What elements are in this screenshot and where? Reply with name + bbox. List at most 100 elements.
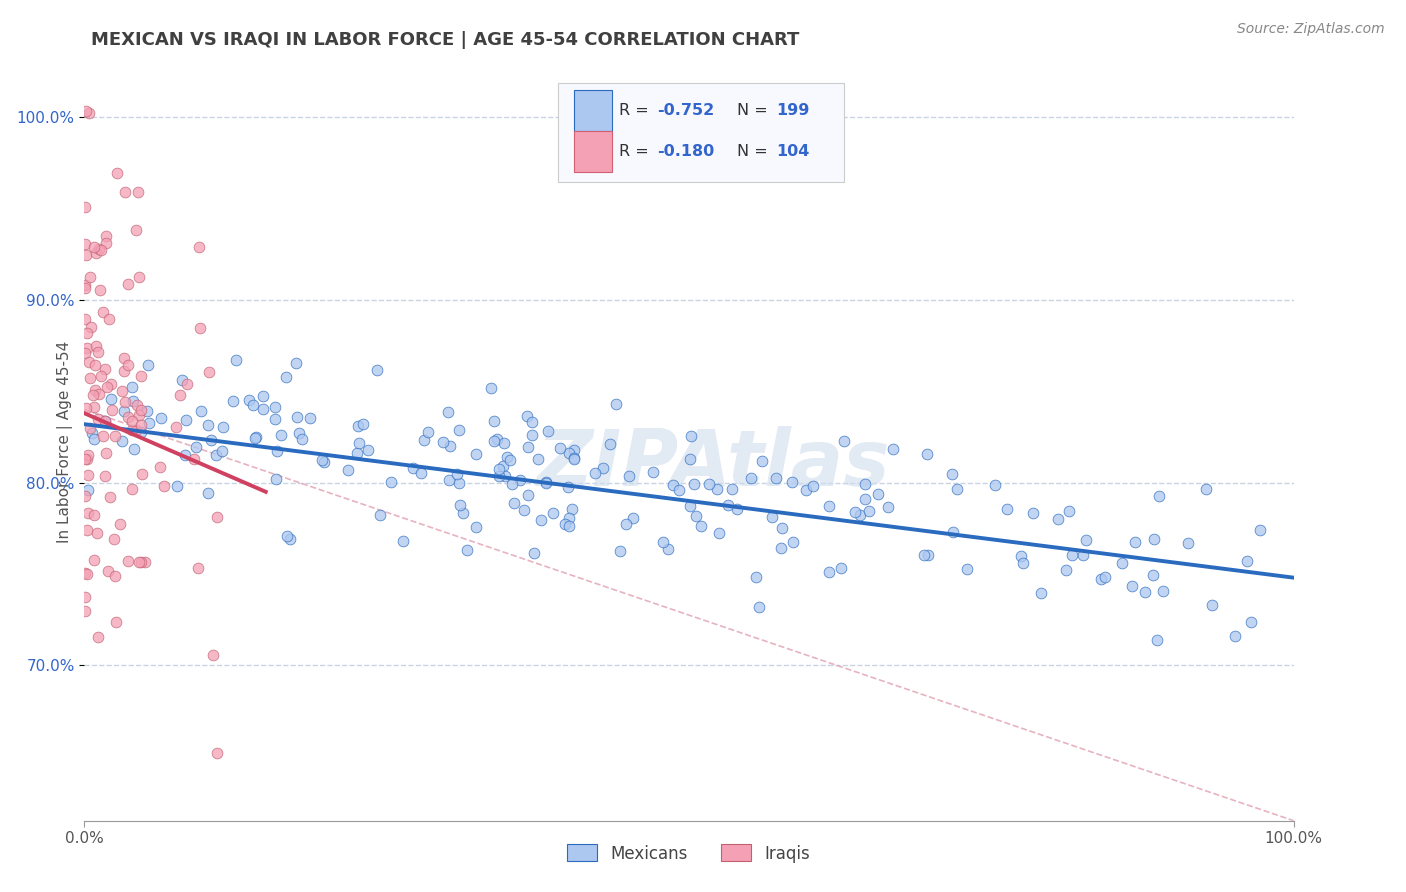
Point — [453, 506, 475, 520]
Y-axis label: In Labor Force | Age 45-54: In Labor Force | Age 45-54 — [58, 341, 73, 542]
Point — [76, 567, 98, 582]
Point — [94, 414, 117, 428]
Point — [561, 501, 583, 516]
Point — [1195, 482, 1218, 496]
Point — [201, 648, 224, 662]
Point — [609, 544, 631, 558]
Point — [558, 445, 581, 459]
Point — [657, 541, 679, 556]
Point — [76, 451, 98, 466]
Point — [104, 569, 127, 583]
Point — [128, 555, 150, 569]
Point — [1071, 548, 1094, 562]
Point — [721, 482, 744, 496]
Point — [76, 326, 98, 340]
Point — [77, 354, 100, 368]
Point — [447, 476, 470, 491]
Point — [494, 436, 516, 450]
Point — [942, 525, 965, 540]
Point — [84, 246, 107, 260]
Point — [90, 243, 112, 257]
Point — [117, 409, 139, 424]
Point — [242, 398, 264, 412]
Point — [1046, 511, 1069, 525]
Point — [495, 469, 517, 483]
Point — [186, 441, 208, 455]
Point — [501, 477, 523, 491]
Point — [486, 432, 509, 446]
Text: ZIPAtlas: ZIPAtlas — [536, 426, 890, 502]
Point — [621, 510, 644, 524]
Point — [465, 447, 488, 461]
Point — [564, 442, 586, 457]
Point — [941, 467, 963, 482]
Point — [76, 448, 98, 462]
Point — [264, 400, 287, 414]
Point — [912, 549, 935, 563]
Point — [112, 351, 135, 365]
Point — [77, 468, 100, 483]
Point — [76, 483, 98, 498]
Point — [103, 532, 125, 546]
Point — [1054, 563, 1077, 577]
Point — [769, 541, 792, 555]
Point — [94, 414, 117, 428]
Point — [446, 467, 468, 482]
Point — [534, 475, 557, 490]
Point — [89, 242, 111, 256]
Point — [562, 452, 585, 467]
Point — [183, 452, 205, 467]
Point — [270, 428, 292, 442]
Point — [437, 405, 460, 419]
Point — [830, 561, 852, 575]
Point — [298, 411, 321, 425]
Point — [82, 388, 104, 402]
Text: Source: ZipAtlas.com: Source: ZipAtlas.com — [1237, 22, 1385, 37]
Point — [439, 439, 461, 453]
Point — [402, 460, 425, 475]
Point — [541, 506, 564, 520]
Point — [817, 499, 839, 513]
Point — [614, 517, 637, 532]
Point — [90, 369, 112, 384]
Point — [207, 510, 229, 524]
Point — [121, 393, 143, 408]
Point — [748, 599, 770, 614]
Point — [117, 358, 139, 372]
Point — [479, 381, 502, 395]
Point — [740, 471, 762, 485]
Point — [380, 475, 402, 489]
Point — [765, 470, 787, 484]
Point — [311, 453, 333, 467]
Point — [915, 447, 938, 461]
Point — [188, 320, 211, 334]
Point — [1029, 585, 1052, 599]
Point — [114, 395, 136, 409]
Point — [368, 508, 391, 523]
Point — [482, 434, 505, 448]
Point — [121, 413, 143, 427]
Point — [243, 431, 266, 445]
Point — [432, 435, 454, 450]
Point — [751, 454, 773, 468]
Point — [817, 565, 839, 579]
Point — [287, 409, 309, 424]
Point — [1021, 506, 1043, 520]
Point — [100, 392, 122, 407]
Point — [1236, 554, 1258, 568]
Point — [780, 475, 803, 489]
Point — [86, 345, 108, 359]
Point — [1074, 533, 1097, 547]
Point — [128, 408, 150, 422]
Point — [73, 604, 96, 618]
Point — [75, 311, 97, 326]
Point — [83, 400, 105, 414]
Point — [98, 490, 121, 504]
Point — [73, 452, 96, 467]
Point — [266, 443, 288, 458]
Point — [94, 235, 117, 250]
Point — [456, 542, 478, 557]
FancyBboxPatch shape — [558, 83, 844, 182]
Point — [866, 487, 889, 501]
Point — [94, 446, 117, 460]
